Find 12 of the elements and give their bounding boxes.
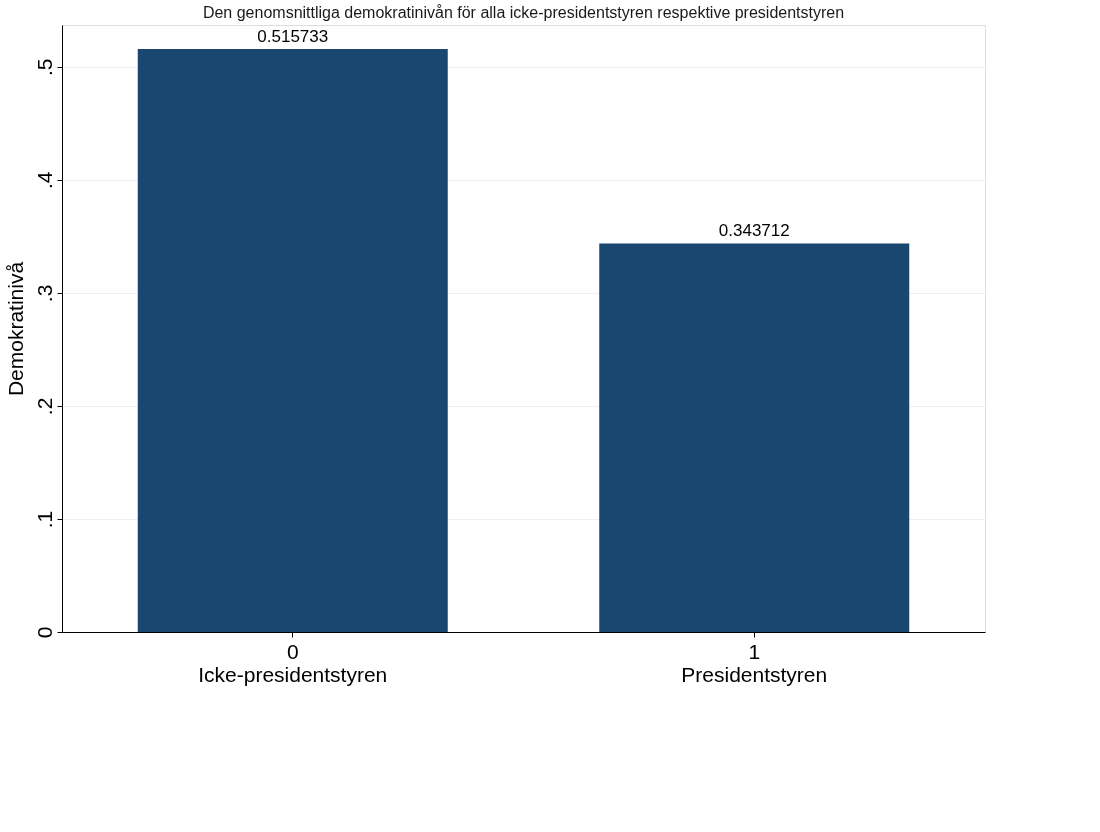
y-tick-label: .3 — [32, 284, 56, 303]
y-tick-label: 0 — [32, 626, 56, 639]
y-tick-label: .4 — [32, 171, 56, 190]
data-label: 0.343712 — [718, 221, 790, 241]
chart-title: Den genomsnittliga demokratinivån för alla icke-presidentstyren respektive presidentstyren — [202, 4, 845, 21]
y-tick-label: .5 — [32, 58, 56, 77]
x-tick-label: 0 Icke-presidentstyren — [198, 639, 388, 686]
data-label: 0.515733 — [257, 27, 329, 47]
y-axis-title: Demokratinivå — [3, 261, 27, 397]
x-tick-label: 1 Presidentstyren — [681, 639, 828, 686]
y-tick-label: .1 — [32, 510, 56, 529]
y-tick-label: .2 — [32, 397, 56, 416]
